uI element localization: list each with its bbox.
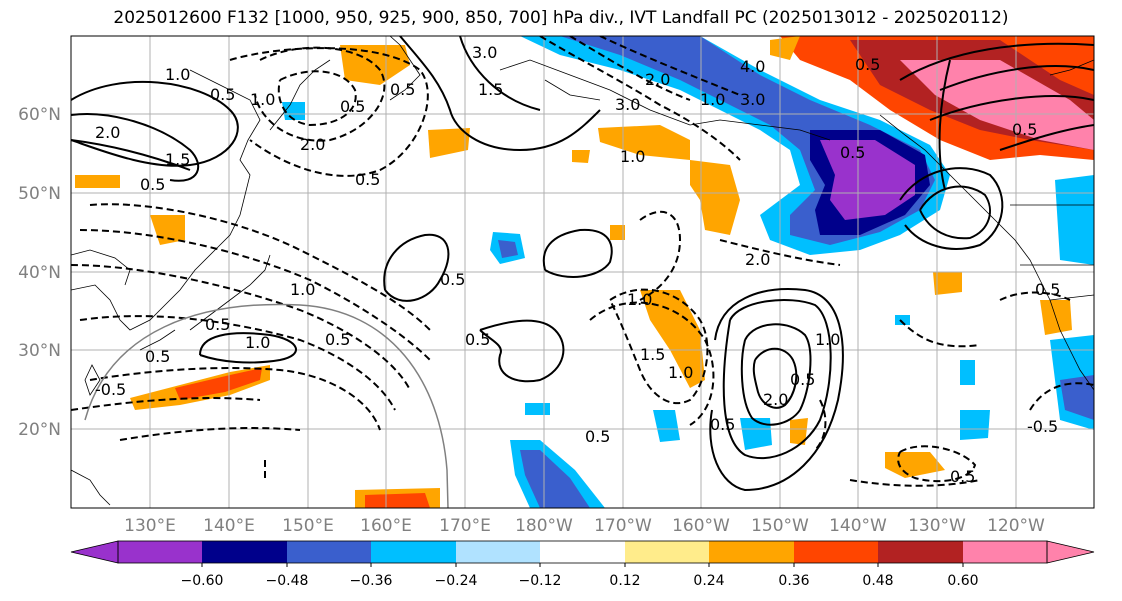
colorbar-cell (118, 541, 202, 563)
contour-label: 0.5 (790, 370, 815, 389)
contour-label: 1.0 (165, 65, 190, 84)
contour-label: 4.0 (740, 57, 765, 76)
lat-label: 60°N (18, 105, 61, 125)
contour-label: 1.0 (815, 330, 840, 349)
lon-label: 150°E (282, 516, 334, 536)
colorbar-cell (456, 541, 540, 563)
colorbar-tick-label: 0.60 (947, 573, 978, 589)
contour-label: 0.5 (585, 427, 610, 446)
contour-label: 0.5 (710, 415, 735, 434)
contour-label: 0.5 (205, 315, 230, 334)
colorbar-cell (625, 541, 709, 563)
map-frame (70, 35, 1095, 509)
contour-label: 2.0 (763, 390, 788, 409)
colorbar-tick-label: 0.36 (778, 573, 809, 589)
colorbar-cell (709, 541, 794, 563)
contour-labels: 1.0 0.5 2.0 1.5 0.5 3.0 1.5 0.5 2.0 1.0 … (95, 43, 1060, 486)
contour-label: -0.5 (95, 380, 126, 399)
colorbar-tick-label: −0.12 (519, 573, 562, 589)
range-circle (84, 303, 449, 508)
contour-label: 3.0 (472, 43, 497, 62)
contour-label: 0.5 (950, 467, 975, 486)
contour-label: 1.0 (250, 90, 275, 109)
lon-label: 140°E (203, 516, 255, 536)
lon-label: 160°E (360, 516, 412, 536)
longitude-labels: 130°E 140°E 150°E 160°E 170°E 180°W 170°… (124, 516, 1045, 536)
contour-label: 1.0 (668, 363, 693, 382)
lon-label: 140°W (829, 516, 887, 536)
contour-label: 1.5 (640, 345, 665, 364)
positive-contours (71, 36, 1094, 492)
contour-label: 1.5 (478, 80, 503, 99)
lon-label: 120°W (987, 516, 1045, 536)
lon-label: 170°W (594, 516, 652, 536)
colorbar-cell (878, 541, 963, 563)
colorbar-tick-label: −0.48 (266, 573, 309, 589)
colorbar-cell (540, 541, 625, 563)
contour-label: 1.0 (290, 280, 315, 299)
contour-label: 0.5 (340, 97, 365, 116)
colorbar-cell (963, 541, 1047, 563)
lon-label: 160°W (672, 516, 730, 536)
lat-label: 40°N (18, 263, 61, 283)
colorbar-tick-label: 0.12 (609, 573, 640, 589)
lon-label: 170°E (439, 516, 491, 536)
latitude-labels: 60°N 50°N 40°N 30°N 20°N (18, 105, 61, 440)
negative-contours (71, 36, 1094, 487)
contour-label: 0.5 (390, 80, 415, 99)
contour-label: 0.5 (465, 330, 490, 349)
contour-label: 2.0 (300, 135, 325, 154)
lat-label: 30°N (18, 341, 61, 361)
colorbar-cell (287, 541, 371, 563)
contour-label: 0.5 (840, 143, 865, 162)
lon-label: 130°E (124, 516, 176, 536)
colorbar-cell (794, 541, 878, 563)
contour-label: 1.0 (700, 90, 725, 109)
colorbar-tick-label: 0.48 (862, 573, 893, 589)
contour-label: 0.5 (140, 175, 165, 194)
contour-label: 1.0 (627, 290, 652, 309)
contour-label: 2.0 (645, 70, 670, 89)
colorbar-cell (371, 541, 456, 563)
colorbar-tick-label: −0.36 (350, 573, 393, 589)
colorbar-cell (202, 541, 287, 563)
contour-label: -0.5 (1027, 417, 1058, 436)
contour-label: 0.5 (355, 170, 380, 189)
colorbar-extend-min (71, 541, 118, 563)
contour-label: 2.0 (95, 123, 120, 142)
contour-label: 0.5 (1035, 280, 1060, 299)
contour-label: 3.0 (740, 90, 765, 109)
contour-label: 0.5 (145, 347, 170, 366)
colorbar-extend-max (1047, 541, 1094, 563)
contour-label: 3.0 (615, 95, 640, 114)
colorbar-tick-label: −0.24 (435, 573, 478, 589)
colorbar-tick-label: 0.24 (693, 573, 724, 589)
lat-label: 50°N (18, 184, 61, 204)
lat-label: 20°N (18, 420, 61, 440)
contour-label: 0.5 (440, 270, 465, 289)
contour-label: 1.0 (245, 333, 270, 352)
contour-label: 0.5 (210, 85, 235, 104)
map-title: 2025012600 F132 [1000, 950, 925, 900, 85… (113, 8, 1009, 28)
contour-label: 2.0 (745, 250, 770, 269)
contour-label: 0.5 (855, 55, 880, 74)
lon-label: 150°W (751, 516, 809, 536)
contour-label: 1.0 (620, 147, 645, 166)
colorbar-tick-label: −0.60 (181, 573, 224, 589)
contour-label: 0.5 (1012, 120, 1037, 139)
lon-label: 180°W (515, 516, 573, 536)
contour-label: 1.5 (165, 150, 190, 169)
colorbar: −0.60 −0.48 −0.36 −0.24 −0.12 0.12 0.24 0.36 0.4… (70, 540, 1095, 589)
contour-label: 0.5 (325, 330, 350, 349)
lon-label: 130°W (908, 516, 966, 536)
coastlines (71, 36, 1094, 506)
